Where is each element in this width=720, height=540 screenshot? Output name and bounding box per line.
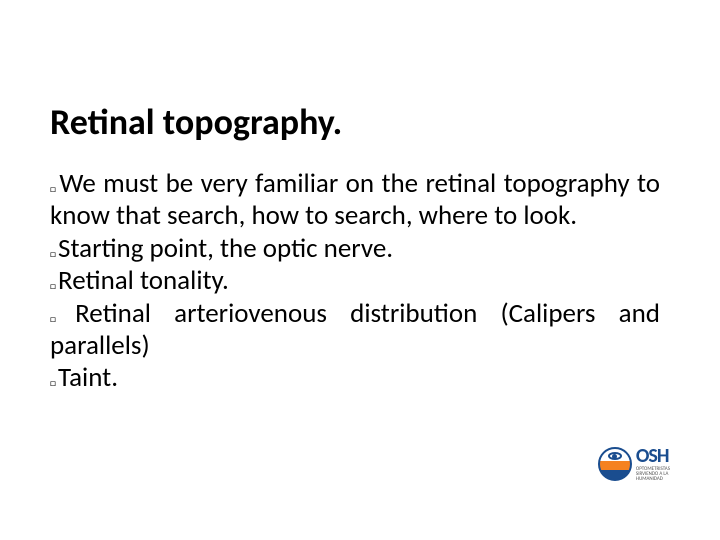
bullet-icon: □ xyxy=(50,182,57,195)
slide-body: □We must be very familiar on the retinal… xyxy=(50,168,660,395)
bullet-item: □Starting point, the optic nerve. xyxy=(50,233,660,265)
logo-pupil-icon xyxy=(612,454,617,459)
bullet-item: □Retinal arteriovenous distribution (Cal… xyxy=(50,298,660,363)
bullet-item: □Retinal tonality. xyxy=(50,265,660,297)
bullet-item: □We must be very familiar on the retinal… xyxy=(50,168,660,233)
logo-main-text: OSH xyxy=(636,445,670,467)
bullet-item: □Taint. xyxy=(50,362,660,394)
bullet-icon: □ xyxy=(50,247,56,260)
logo-text-group: OSH OPTOMETRISTAS SIRVIENDO A LA HUMANID… xyxy=(636,445,670,482)
bullet-text: Retinal arteriovenous distribution (Cali… xyxy=(50,297,660,362)
bullet-text: We must be very familiar on the retinal … xyxy=(50,167,660,232)
bullet-icon: □ xyxy=(50,312,73,325)
bullet-text: Retinal tonality. xyxy=(58,264,229,297)
slide-title: Retinal topography. xyxy=(50,100,660,144)
slide-container: Retinal topography. □We must be very fam… xyxy=(0,0,720,395)
logo-circle-icon xyxy=(598,447,632,481)
logo-sub-text: HUMANIDAD xyxy=(636,477,670,482)
logo: OSH OPTOMETRISTAS SIRVIENDO A LA HUMANID… xyxy=(598,445,670,482)
bullet-icon: □ xyxy=(50,376,56,389)
bullet-text: Taint. xyxy=(58,361,118,394)
bullet-icon: □ xyxy=(50,279,56,292)
bullet-text: Starting point, the optic nerve. xyxy=(58,232,393,265)
